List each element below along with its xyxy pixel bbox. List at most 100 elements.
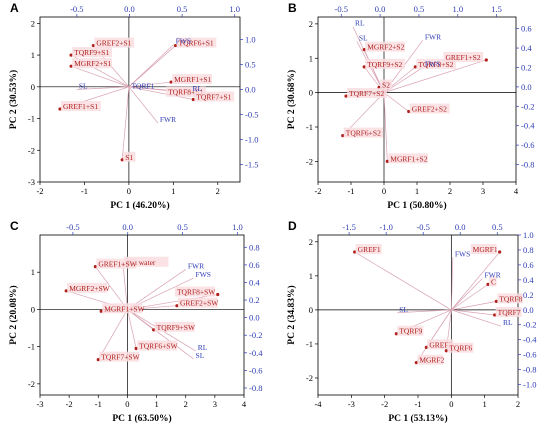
score-label: TQRF6+S1: [179, 39, 214, 48]
score-point: [353, 250, 357, 254]
y-tick-label: -2: [28, 379, 35, 389]
score-point: [424, 345, 428, 349]
score-label: TQRF9: [399, 327, 422, 336]
top-tick-label: -0.5: [416, 222, 429, 232]
x-tick-label: 0: [127, 186, 131, 196]
right-tick-label: 0.2: [523, 290, 534, 300]
score-label: Sea water: [126, 258, 156, 267]
y-tick-label: 1: [31, 267, 35, 277]
y-tick-label: -1: [306, 339, 313, 349]
score-point: [362, 65, 366, 69]
x-tick-label: 1: [415, 186, 419, 196]
top-tick-label: 0.5: [492, 222, 503, 232]
score-point: [91, 43, 95, 48]
score-vector: [451, 284, 489, 311]
score-vector: [383, 92, 388, 162]
loading-vector: [397, 309, 452, 314]
score-label-bg: [470, 244, 497, 255]
right-tick-label: -0.8: [523, 365, 536, 375]
score-label-bg: [72, 58, 112, 69]
score-label: MGRF2: [419, 356, 444, 365]
score-label-bg: [67, 282, 108, 293]
top-tick-label: -0.5: [335, 4, 348, 14]
score-label: GREF1+S1: [63, 102, 98, 111]
loading-vector: [127, 268, 187, 310]
right-tick-label: 0.6: [521, 24, 532, 34]
panel-c: C-3 -2 -1 0 1 2 3 4-2-101-0.5 0.0 0.5 1.00.80.60.4…: [8, 219, 263, 424]
right-tick-label: -0.8: [249, 383, 262, 393]
plot-frame: [39, 234, 245, 396]
score-vector: [451, 251, 500, 311]
panel-b: B -2 -1 0 1 2 3 4 -2 -1 0 1 2 -0.5 0.0 0.5 1.0 1.5 0.6 0.4 0…: [286, 1, 535, 211]
x-tick-label: -2: [66, 399, 73, 409]
right-tick-label: 0.6: [249, 260, 260, 270]
right-tick-label: -1.5: [245, 160, 258, 170]
score-point: [494, 299, 498, 303]
x-tick-label: -2: [314, 186, 321, 196]
score-point: [407, 109, 411, 114]
top-tick-label: 0.0: [124, 4, 135, 14]
score-label: MGRF1+S1: [174, 75, 211, 84]
score-vector: [416, 309, 452, 363]
plot-frame: [317, 234, 519, 396]
right-tick-label: 0.0: [249, 313, 260, 323]
score-vector: [128, 86, 194, 100]
score-label-bg: [102, 303, 142, 314]
score-point: [58, 107, 62, 111]
score-label-bg: [94, 37, 135, 48]
score-point: [385, 159, 389, 163]
score-label: C: [491, 277, 496, 286]
score-label-bg: [380, 79, 393, 90]
x-tick-label: 0: [125, 399, 129, 409]
right-tick-label: 0.2: [249, 295, 260, 305]
score-label-bg: [99, 351, 140, 362]
score-label-bg: [447, 342, 474, 353]
loading-vector: [451, 278, 483, 311]
panel-label: A: [10, 1, 19, 15]
score-label: TQRF6+S2: [346, 129, 381, 138]
x-tick-label: 0: [382, 186, 386, 196]
score-label-bg: [343, 127, 384, 138]
score-point: [362, 48, 366, 52]
right-tick-label: 0.4: [523, 275, 534, 285]
score-point: [152, 328, 156, 332]
top-tick-label: -0.5: [70, 4, 83, 14]
y-tick-label: 0: [31, 304, 35, 314]
x-tick-label: 3: [481, 186, 485, 196]
y-axis-label: PC 2 (30.53%): [8, 70, 19, 129]
right-tick-label: 0.6: [523, 260, 534, 270]
score-point: [173, 43, 178, 48]
score-label-bg: [497, 293, 524, 304]
score-label: MGRF2+S1: [74, 59, 111, 68]
score-point: [394, 332, 398, 336]
y-axis-label: PC 2 (20.08%): [8, 285, 19, 344]
x-tick-label: 3: [213, 399, 217, 409]
x-tick-label: -2: [381, 399, 388, 409]
score-label-bg: [172, 74, 212, 85]
x-tick-label: -1: [347, 186, 354, 196]
score-label-bg: [347, 88, 387, 99]
loading-vector: [76, 86, 129, 90]
right-tick-label: 0.5: [245, 60, 256, 70]
score-label: TQRF9+S1: [74, 48, 109, 57]
right-tick-label: -0.4: [249, 348, 263, 358]
y-tick-label: 1: [309, 53, 313, 63]
top-tick-label: -1.5: [342, 222, 355, 232]
plot-frame: [39, 16, 241, 183]
score-point: [413, 65, 417, 69]
top-tick-label: 0.0: [375, 4, 386, 14]
loading-vector: [451, 309, 502, 327]
x-tick-label: -3: [348, 399, 355, 409]
top-tick-label: 0.5: [414, 4, 425, 14]
right-tick-label: -0.6: [249, 365, 262, 375]
score-label-bg: [72, 47, 112, 58]
score-point: [120, 158, 124, 162]
y-axis-label: PC 2 (30.68%): [286, 70, 297, 129]
score-vector: [128, 45, 176, 88]
score-vector: [354, 251, 452, 311]
score-point: [134, 346, 138, 351]
score-label: S1: [125, 153, 133, 162]
score-vector: [451, 301, 497, 311]
y-tick-label: 1: [31, 50, 35, 60]
